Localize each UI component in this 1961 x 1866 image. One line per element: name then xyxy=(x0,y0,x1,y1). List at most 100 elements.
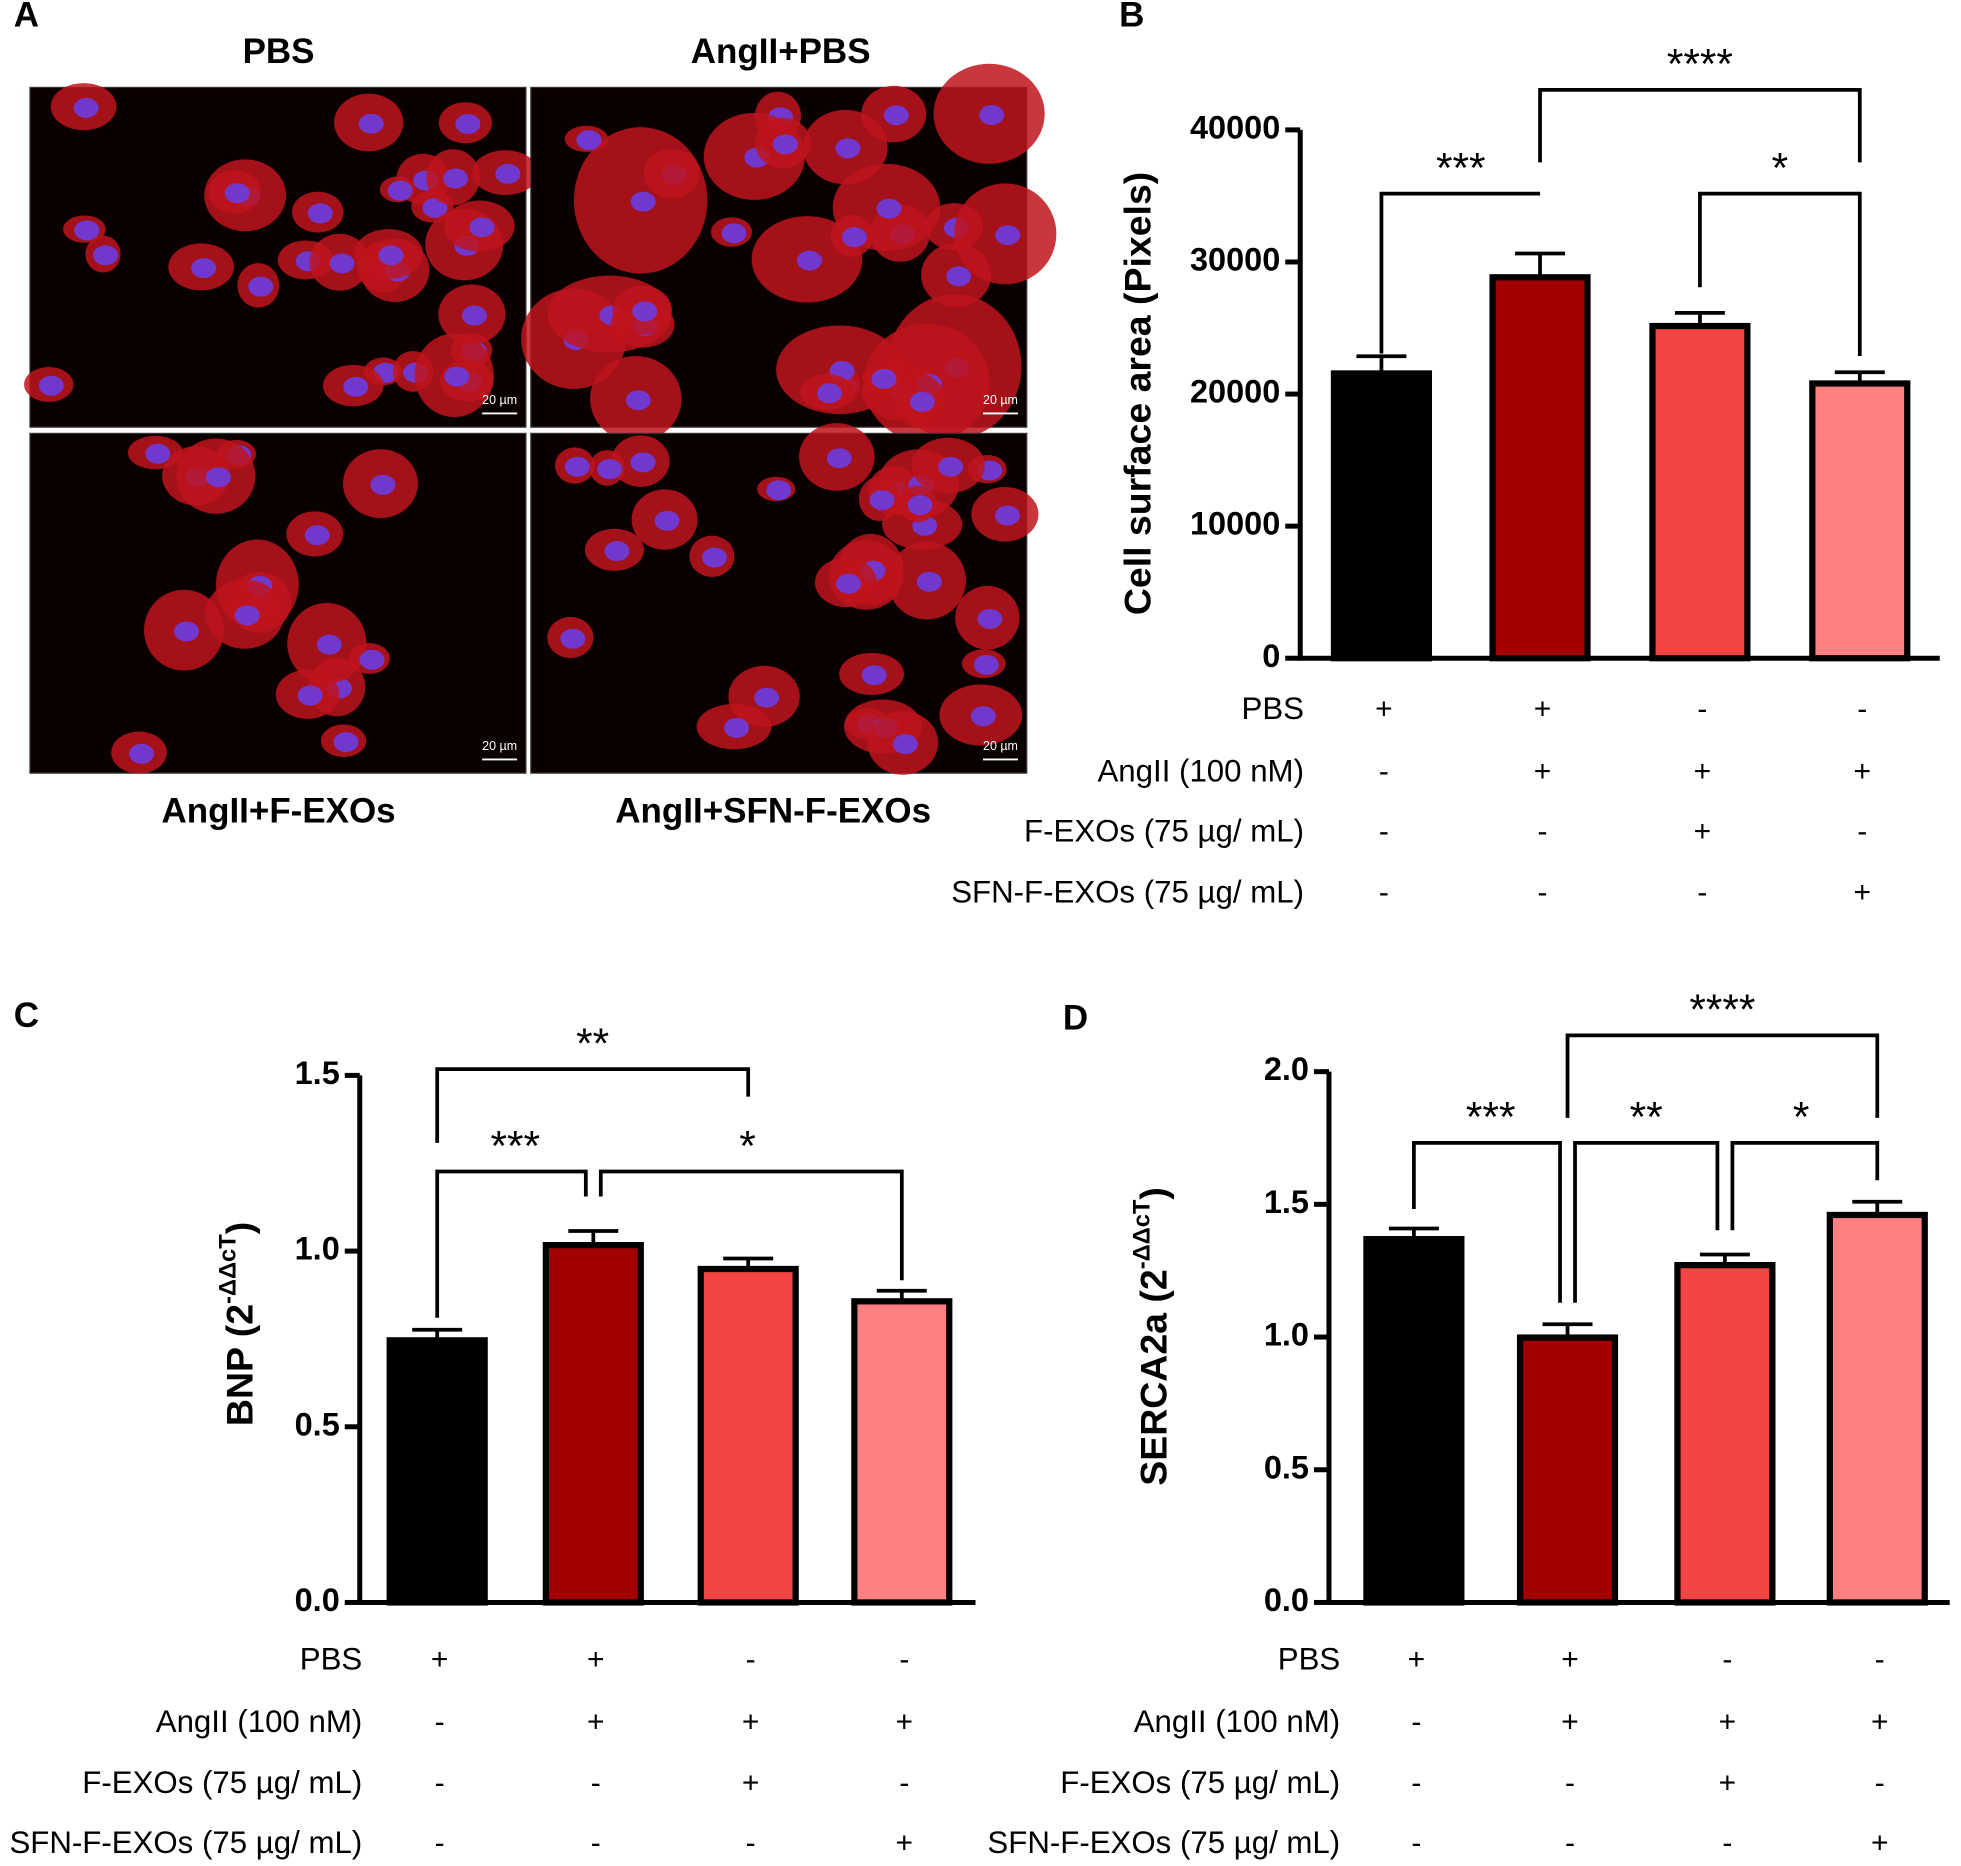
bar xyxy=(1330,370,1433,662)
micrographs: 20 µm 20 µm 20 µm 20 µm xyxy=(24,63,1057,775)
nucleus xyxy=(329,253,355,274)
significance-bracket xyxy=(1379,191,1541,354)
condition-sign: + xyxy=(1694,815,1712,848)
nucleus xyxy=(145,443,171,464)
bar xyxy=(1489,274,1591,662)
nucleus xyxy=(234,605,260,626)
nucleus xyxy=(836,573,862,594)
significance-label: * xyxy=(739,1122,756,1169)
condition-label: F-EXOs (75 µg/ mL) xyxy=(1024,813,1304,848)
panel-letter: C xyxy=(14,996,39,1035)
nucleus xyxy=(564,456,590,477)
condition-sign: - xyxy=(435,1767,445,1800)
y-tick-label: 40000 xyxy=(1190,109,1280,145)
condition-label: PBS xyxy=(300,1641,362,1676)
y-axis-label-part: BNP (2 xyxy=(218,1304,260,1426)
condition-sign: + xyxy=(742,1706,760,1739)
scale-bar-label: 20 µm xyxy=(983,739,1018,753)
bar xyxy=(697,1265,799,1606)
condition-sign: - xyxy=(1538,815,1548,848)
nucleus xyxy=(304,525,330,546)
condition-sign: - xyxy=(1411,1827,1421,1860)
condition-sign: - xyxy=(1411,1706,1421,1739)
significance-label: **** xyxy=(1689,986,1755,1033)
bar xyxy=(1516,1334,1619,1606)
nucleus xyxy=(224,183,250,204)
y-tick-label: 0.0 xyxy=(1264,1582,1309,1618)
nucleus xyxy=(248,276,274,297)
nucleus xyxy=(443,168,469,189)
nucleus xyxy=(995,225,1021,246)
condition-sign: + xyxy=(1719,1706,1737,1739)
nucleus xyxy=(359,649,385,670)
significance-bracket xyxy=(1698,191,1862,356)
condition-sign: - xyxy=(591,1767,601,1800)
condition-sign: + xyxy=(587,1643,605,1676)
condition-sign: - xyxy=(1857,815,1867,848)
nucleus xyxy=(38,375,64,396)
nucleus xyxy=(370,474,396,495)
condition-sign: - xyxy=(899,1767,909,1800)
significance-label: **** xyxy=(1667,41,1733,88)
condition-sign: + xyxy=(1854,876,1872,909)
condition-sign: - xyxy=(899,1643,909,1676)
condition-sign: + xyxy=(896,1827,914,1860)
nucleus xyxy=(883,105,909,126)
condition-sign: - xyxy=(1379,876,1389,909)
condition-label: SFN-F-EXOs (75 µg/ mL) xyxy=(987,1825,1340,1860)
bar xyxy=(1649,322,1751,662)
panel-letter: A xyxy=(14,0,39,35)
significance-bracket xyxy=(1538,88,1862,163)
y-axis-label-part: SERCA2a (2 xyxy=(1132,1269,1174,1485)
scale-bar-label: 20 µm xyxy=(983,393,1018,407)
significance-bracket xyxy=(598,1169,904,1281)
condition-label: F-EXOs (75 µg/ mL) xyxy=(82,1765,362,1800)
condition-sign: + xyxy=(896,1706,914,1739)
nucleus xyxy=(74,220,100,241)
condition-sign: + xyxy=(1534,755,1552,788)
condition-sign: - xyxy=(1538,876,1548,909)
image-title: AngII+SFN-F-EXOs xyxy=(615,791,931,830)
y-tick-label: 20000 xyxy=(1190,374,1280,410)
nucleus xyxy=(469,217,495,238)
y-tick-label: 0.0 xyxy=(295,1582,340,1618)
condition-sign: - xyxy=(1697,693,1707,726)
image-title: AngII+F-EXOs xyxy=(161,791,395,830)
nucleus xyxy=(630,452,656,473)
significance-bracket xyxy=(1565,1033,1880,1118)
y-tick-label: 2.0 xyxy=(1264,1051,1309,1087)
nucleus xyxy=(826,448,852,469)
nucleus xyxy=(721,223,747,244)
condition-label: F-EXOs (75 µg/ mL) xyxy=(1060,1765,1340,1800)
nucleus xyxy=(560,628,586,649)
condition-sign: - xyxy=(1875,1643,1885,1676)
scale-bar-label: 20 µm xyxy=(482,739,517,753)
condition-sign: + xyxy=(431,1643,449,1676)
nucleus xyxy=(444,366,470,387)
nucleus xyxy=(816,383,842,404)
y-axis-label: SERCA2a (2-ΔΔcT) xyxy=(1130,1187,1175,1486)
nucleus xyxy=(455,114,481,134)
nucleus xyxy=(625,390,651,411)
nucleus xyxy=(724,717,750,738)
nucleus xyxy=(173,621,199,642)
condition-sign: + xyxy=(1408,1643,1426,1676)
significance-label: *** xyxy=(490,1122,540,1169)
nucleus xyxy=(316,634,342,655)
nucleus xyxy=(461,305,487,326)
nucleus xyxy=(892,734,918,755)
nucleus xyxy=(378,245,404,266)
significance-label: *** xyxy=(1436,144,1486,191)
condition-label: AngII (100 nM) xyxy=(156,1704,362,1739)
nucleus xyxy=(841,227,867,248)
condition-label: AngII (100 nM) xyxy=(1097,753,1304,788)
nucleus xyxy=(994,505,1020,526)
condition-sign: + xyxy=(1375,693,1393,726)
nucleus xyxy=(909,391,935,412)
y-tick-label: 1.0 xyxy=(1264,1317,1309,1353)
condition-sign: + xyxy=(1561,1706,1579,1739)
condition-sign: - xyxy=(1565,1827,1575,1860)
nucleus xyxy=(766,480,792,501)
nucleus xyxy=(654,510,680,531)
